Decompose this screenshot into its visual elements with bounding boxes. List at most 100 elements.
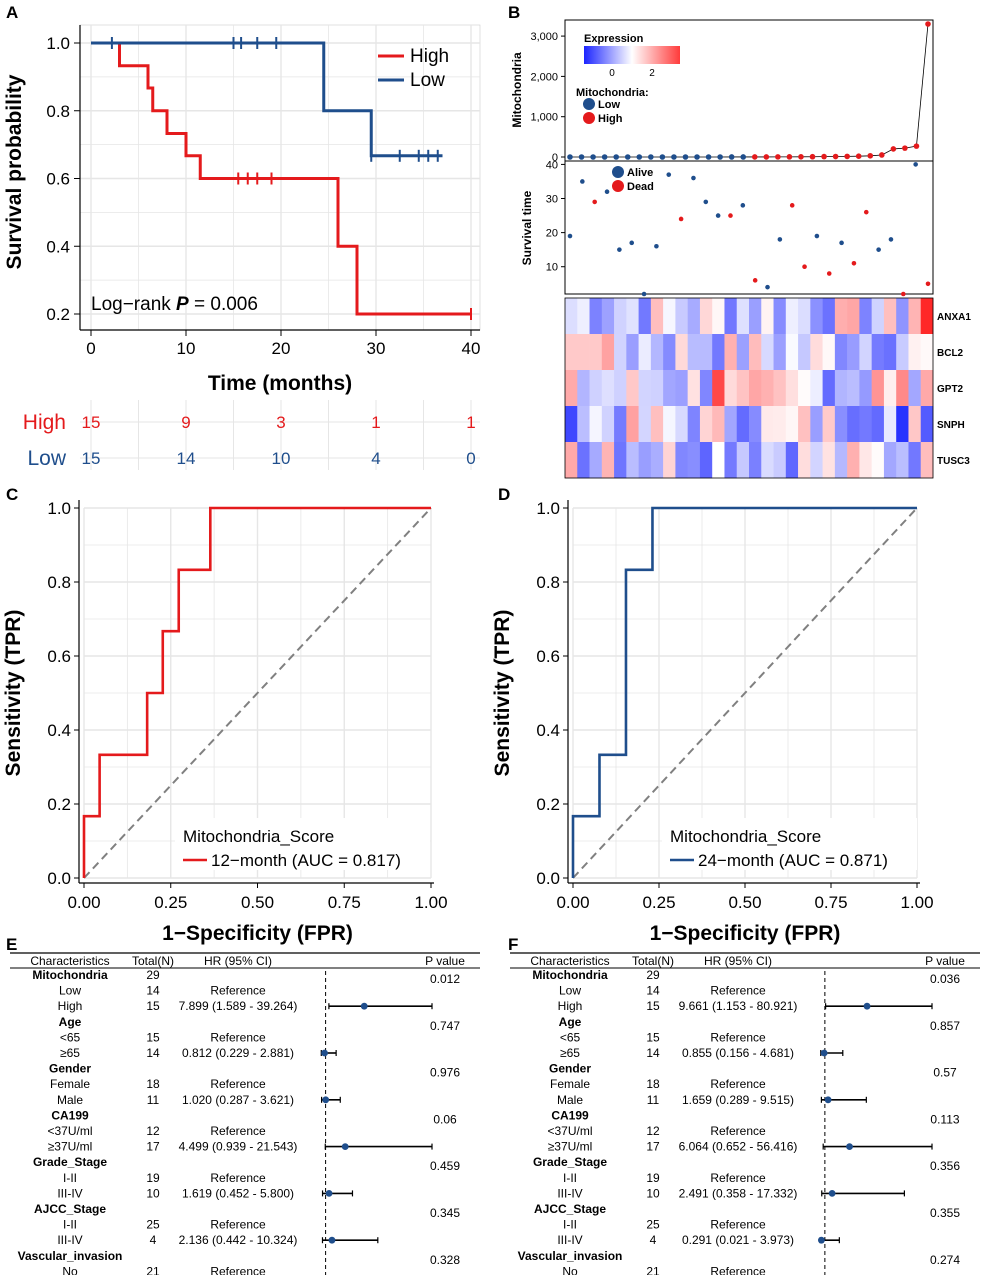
forest-row-label: Mitochondria — [32, 968, 108, 982]
roc-legend-entry: 12−month (AUC = 0.817) — [211, 851, 401, 870]
logrank-value: = 0.006 — [189, 294, 258, 315]
risk-table-count: 3 — [276, 413, 285, 432]
heatmap-gene-label: SNPH — [937, 420, 965, 431]
survival-time-point — [826, 271, 832, 276]
heatmap-cell — [920, 334, 934, 371]
heatmap-cell — [675, 334, 688, 371]
forest-row-total: 4 — [650, 1233, 657, 1247]
forest-point-estimate — [846, 1143, 853, 1150]
heatmap-cell — [834, 370, 848, 407]
forest-row-label: AJCC_Stage — [34, 1202, 106, 1216]
survival-time-y-title: Survival time — [520, 190, 534, 265]
heatmap-cell — [687, 298, 701, 335]
risk-score-point — [809, 153, 816, 160]
roc-y-tick-label: 0.8 — [536, 573, 560, 592]
forest-row-total: 25 — [146, 1218, 160, 1232]
survival-time-point — [925, 281, 931, 287]
heatmap-cell — [859, 334, 872, 371]
risk-score-y-tick-label: 2,000 — [530, 71, 558, 83]
survival-time-point — [580, 179, 585, 184]
forest-row-pvalue: 0.345 — [430, 1206, 460, 1220]
forest-row-label: ≥65 — [560, 1046, 580, 1060]
heatmap-cell — [650, 442, 664, 479]
heatmap-cell — [565, 298, 578, 335]
heatmap-cell — [601, 370, 615, 407]
forest-plot-univariate: Characteristics Total(N) HR (95% CI) P valu… — [10, 952, 480, 1275]
roc-x-tick-label: 1.00 — [900, 893, 933, 912]
status-legend-dot-dead — [612, 180, 624, 192]
heatmap-cell — [785, 298, 799, 335]
heatmap-cell — [577, 298, 590, 335]
survival-time-y-tick-label: 10 — [546, 262, 558, 274]
roc-y-tick-label: 1.0 — [536, 499, 560, 518]
group-legend-label-low: Low — [598, 99, 620, 111]
roc-x-tick-label: 0.00 — [67, 893, 100, 912]
forest-row-hr: 4.499 (0.939 - 21.543) — [179, 1140, 298, 1154]
risk-score-point — [671, 154, 677, 160]
heatmap-cell — [871, 442, 885, 479]
risk-score-point — [879, 152, 885, 158]
risk-score-point — [751, 154, 758, 160]
heatmap-cell — [712, 406, 725, 443]
km-curve-low — [91, 41, 443, 158]
roc-y-tick-label: 0.6 — [536, 647, 560, 666]
heatmap-cell — [908, 298, 922, 335]
forest-header: P value — [925, 954, 965, 968]
survival-time-point — [814, 233, 820, 239]
forest-row-label: Age — [59, 1015, 82, 1029]
heatmap-cell — [675, 370, 688, 407]
risk-score-point — [717, 154, 723, 160]
heatmap-cell — [798, 406, 811, 443]
heatmap-cell — [859, 406, 872, 443]
heatmap-cell — [810, 442, 823, 479]
heatmap-cell — [834, 298, 848, 335]
roc-x-tick-label: 0.25 — [154, 893, 187, 912]
heatmap-cell — [883, 334, 897, 371]
roc-x-tick-label: 0.25 — [642, 893, 675, 912]
survival-time-point — [654, 243, 659, 249]
forest-row-label: AJCC_Stage — [534, 1202, 606, 1216]
forest-header: HR (95% CI) — [204, 954, 272, 968]
risk-score-point — [913, 143, 920, 149]
heatmap-cell — [736, 370, 750, 407]
heatmap-cell — [871, 370, 885, 407]
risk-score-point — [902, 145, 908, 151]
forest-row-total: 17 — [146, 1140, 160, 1154]
heatmap-cell — [565, 442, 578, 479]
forest-row-label: I-II — [563, 1171, 577, 1185]
survival-time-point — [641, 291, 647, 297]
forest-row-label: I-II — [63, 1218, 77, 1232]
risk-score-point — [636, 154, 643, 160]
risk-score-point — [613, 154, 619, 160]
forest-row-hr: 1.619 (0.452 - 5.800) — [182, 1186, 294, 1200]
heatmap-cell — [663, 298, 676, 335]
heatmap-cell — [663, 442, 676, 479]
forest-row-hr: Reference — [710, 1264, 766, 1275]
forest-row-hr: Reference — [210, 1124, 266, 1138]
survival-time-point — [839, 240, 844, 246]
forest-row-label: Female — [50, 1077, 90, 1091]
heatmap-cell — [883, 298, 897, 335]
heatmap-cell — [859, 298, 872, 335]
forest-point-estimate — [328, 1236, 336, 1244]
heatmap-cell — [650, 406, 664, 443]
expression-tick: 0 — [609, 68, 615, 79]
heatmap-cell — [699, 406, 713, 443]
forest-row-label: Low — [559, 984, 581, 998]
forest-row-total: 12 — [146, 1124, 160, 1138]
roc-x-tick-label: 0.50 — [728, 893, 761, 912]
forest-row-hr: 0.812 (0.229 - 2.881) — [182, 1046, 294, 1060]
heatmap-cell — [565, 370, 578, 407]
heatmap-cell — [834, 442, 848, 479]
heatmap-cell — [724, 442, 738, 479]
forest-row-total: 15 — [646, 999, 660, 1013]
survival-time-y-tick-label: 20 — [546, 228, 558, 240]
km-x-tick-label: 20 — [272, 339, 291, 358]
forest-header: HR (95% CI) — [704, 954, 772, 968]
risk-score-y-tick-label: 3,000 — [530, 31, 558, 43]
heatmap-cell — [687, 370, 701, 407]
panel-label-f: F — [508, 935, 518, 954]
risk-score-point — [601, 154, 608, 160]
forest-row-total: 19 — [646, 1171, 660, 1185]
